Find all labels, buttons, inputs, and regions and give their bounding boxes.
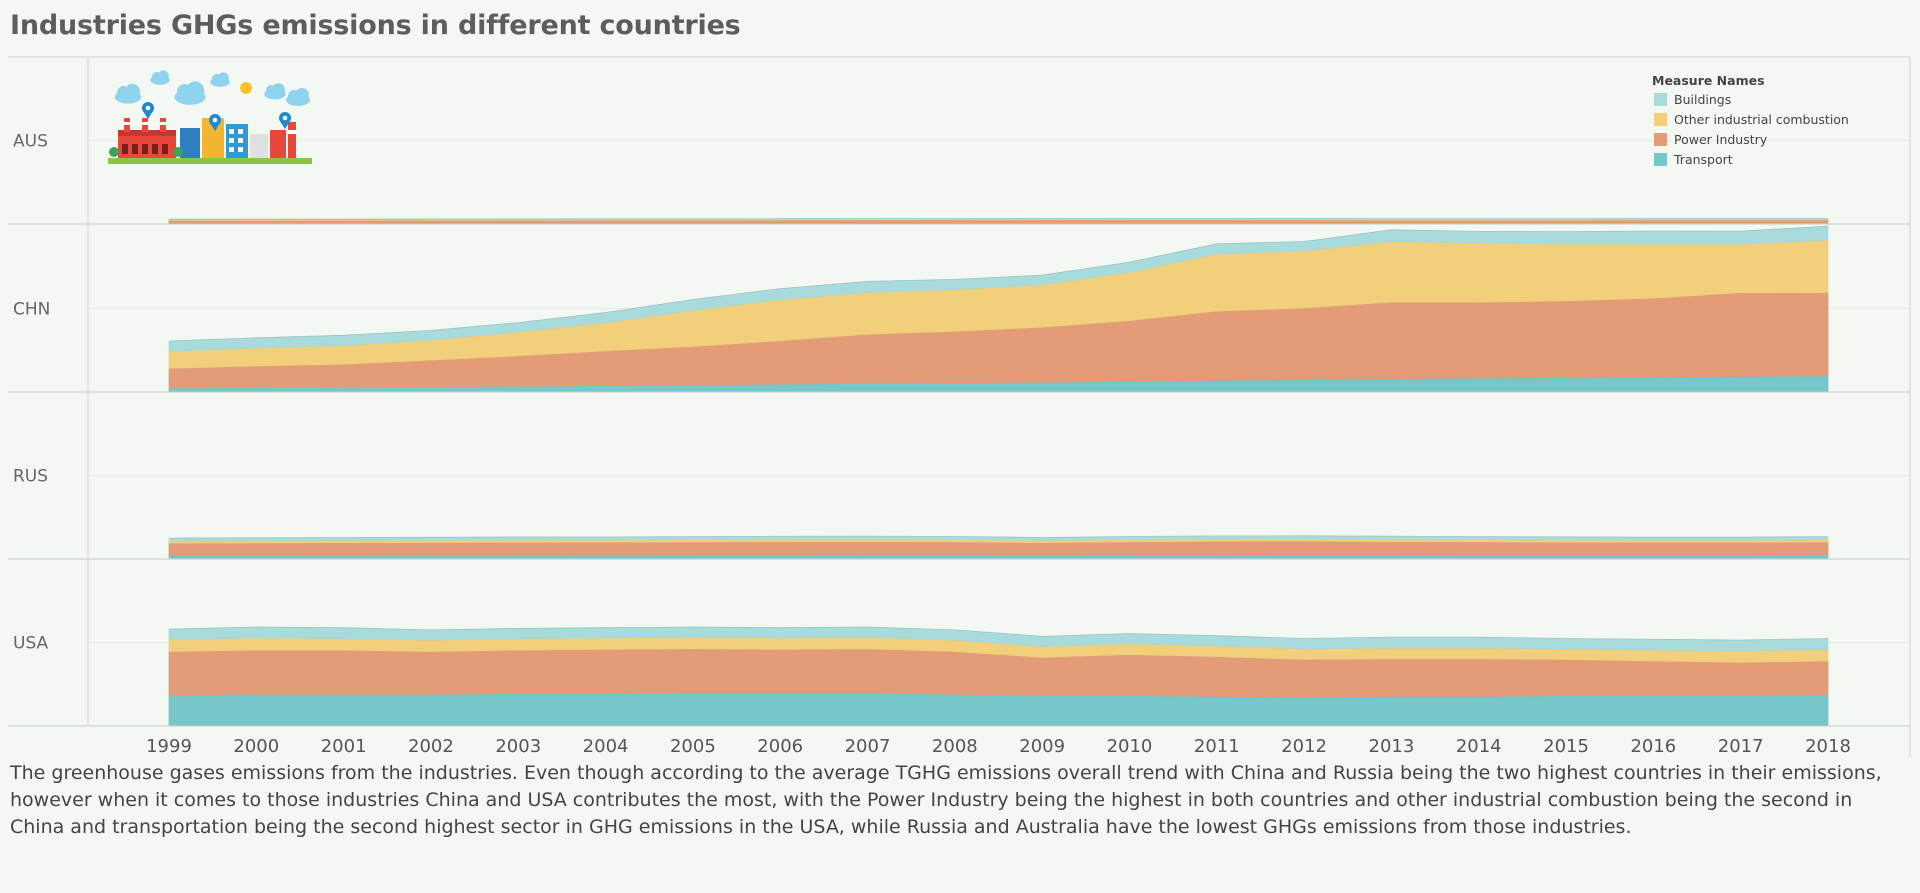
area-aus-buildings [168,218,1829,221]
area-rus-buildings [168,535,1829,542]
chimney-stripe [124,122,130,125]
chimney-stripe [160,122,166,125]
cloud-icon [210,72,230,87]
window [152,144,158,154]
legend-item: Transport [1673,152,1733,167]
x-tick-label: 2010 [1107,736,1153,757]
area-chn-buildings [168,225,1829,352]
x-tick-label: 2011 [1194,736,1240,757]
x-tick-label: 2006 [757,736,803,757]
window [229,129,234,134]
chimney-stripe [288,130,296,134]
chart-area: AUS CHN RUS USA 1999 2000 2001 2002 2003 2004 2005… [8,56,1911,758]
x-tick-label: 2013 [1369,736,1415,757]
legend-swatch [1654,133,1667,146]
area-edge-line [169,218,1828,220]
location-pin-icon [279,112,291,129]
window [238,138,243,143]
legend-item: Power Industry [1674,132,1768,147]
area-rus-power-industry [168,540,1829,556]
factory-roof [118,130,176,136]
chart-title: Industries GHGs emissions in different c… [10,10,741,41]
window [238,147,243,152]
ground [108,158,312,164]
window [142,144,148,154]
x-tick-label: 2018 [1805,736,1851,757]
window [132,144,138,154]
cloud-icon [264,83,286,100]
frame-layer [8,56,1911,757]
area-edge-line [168,626,1829,641]
area-usa-buildings [168,626,1829,652]
x-tick-label: 2015 [1543,736,1589,757]
legend-swatch [1654,153,1667,166]
x-tick-label: 2017 [1718,736,1764,757]
area-usa-transport [168,692,1829,727]
x-tick-label: 2008 [932,736,978,757]
window [162,144,168,154]
window [229,147,234,152]
building [202,118,224,158]
row-label-rus: RUS [13,467,48,487]
location-pin-icon [142,102,154,119]
x-tick-label: 2003 [495,736,541,757]
area-layer [168,218,1829,727]
factory-illustration-icon [108,70,312,164]
x-tick-label: 2005 [670,736,716,757]
x-tick-label: 2009 [1019,736,1065,757]
x-tick-label: 2002 [408,736,454,757]
legend[interactable]: Measure Names Buildings Other industrial c… [1652,73,1849,167]
location-pin-icon [209,114,221,131]
x-tick-label: 2016 [1630,736,1676,757]
row-label-chn: CHN [13,300,50,320]
x-tick-label: 2001 [321,736,367,757]
building [270,130,286,158]
cloud-icon [286,88,310,106]
building [250,134,268,158]
area-edge-line [168,225,1829,342]
cloud-icon [114,83,142,104]
tree-icon [109,147,119,157]
x-tick-label: 2012 [1281,736,1327,757]
building [180,128,200,158]
legend-item: Buildings [1674,92,1731,107]
window [122,144,128,154]
x-tick-label: 2014 [1456,736,1502,757]
cloud-icon [150,70,170,85]
legend-item: Other industrial combustion [1674,112,1849,127]
window [238,129,243,134]
row-label-aus: AUS [13,132,48,152]
x-tick-label: 2007 [845,736,891,757]
sun-icon [240,82,252,94]
cloud-icon [174,81,206,105]
chimney-stripe [142,122,148,125]
caption-text: The greenhouse gases emissions from the … [10,762,1882,838]
x-tick-label: 2004 [583,736,629,757]
legend-swatch [1654,93,1667,106]
chimney [288,122,296,158]
area-edge-line [168,535,1829,539]
window [229,138,234,143]
x-tick-label: 1999 [146,736,192,757]
label-layer: AUS CHN RUS USA 1999 2000 2001 2002 2003 2004 2005… [13,132,1851,758]
x-tick-label: 2000 [233,736,279,757]
tree-icon [173,147,183,157]
legend-title: Measure Names [1652,73,1765,88]
legend-swatch [1654,113,1667,126]
row-label-usa: USA [13,634,49,654]
